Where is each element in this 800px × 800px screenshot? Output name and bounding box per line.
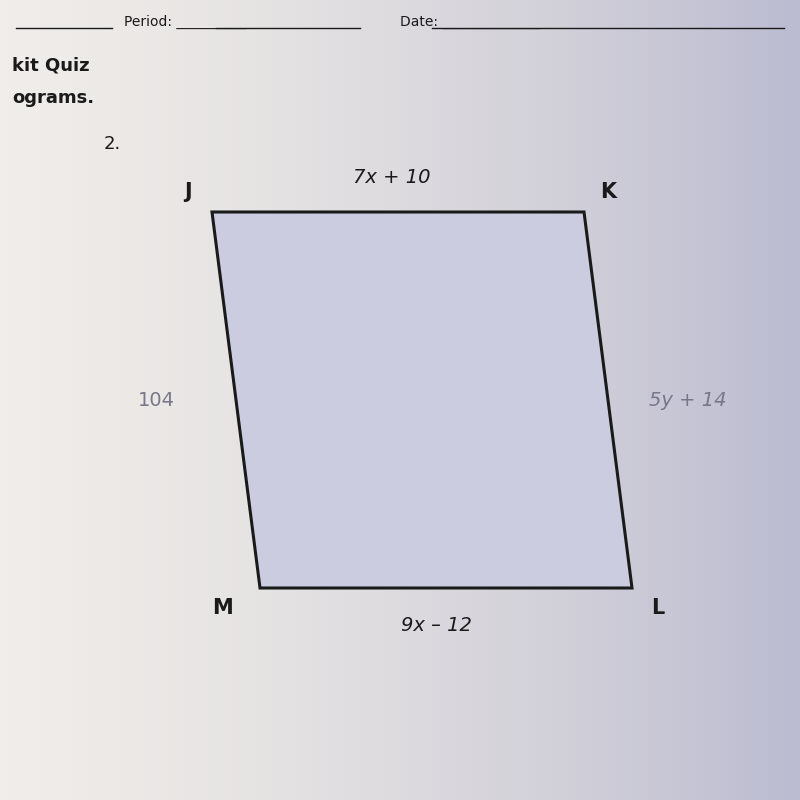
Polygon shape — [212, 212, 632, 588]
Text: K: K — [600, 182, 616, 202]
Text: ograms.: ograms. — [12, 89, 94, 106]
Text: kit Quiz: kit Quiz — [12, 57, 90, 74]
Text: 9x – 12: 9x – 12 — [401, 616, 471, 635]
Text: Date: ______________: Date: ______________ — [400, 15, 540, 30]
Text: 2.: 2. — [104, 135, 122, 153]
Text: J: J — [184, 182, 192, 202]
Text: L: L — [651, 598, 664, 618]
Text: M: M — [212, 598, 233, 618]
Text: 5y + 14: 5y + 14 — [650, 390, 726, 410]
Text: 7x + 10: 7x + 10 — [354, 168, 430, 187]
Text: 104: 104 — [138, 390, 174, 410]
Text: Period: __________: Period: __________ — [124, 15, 246, 30]
